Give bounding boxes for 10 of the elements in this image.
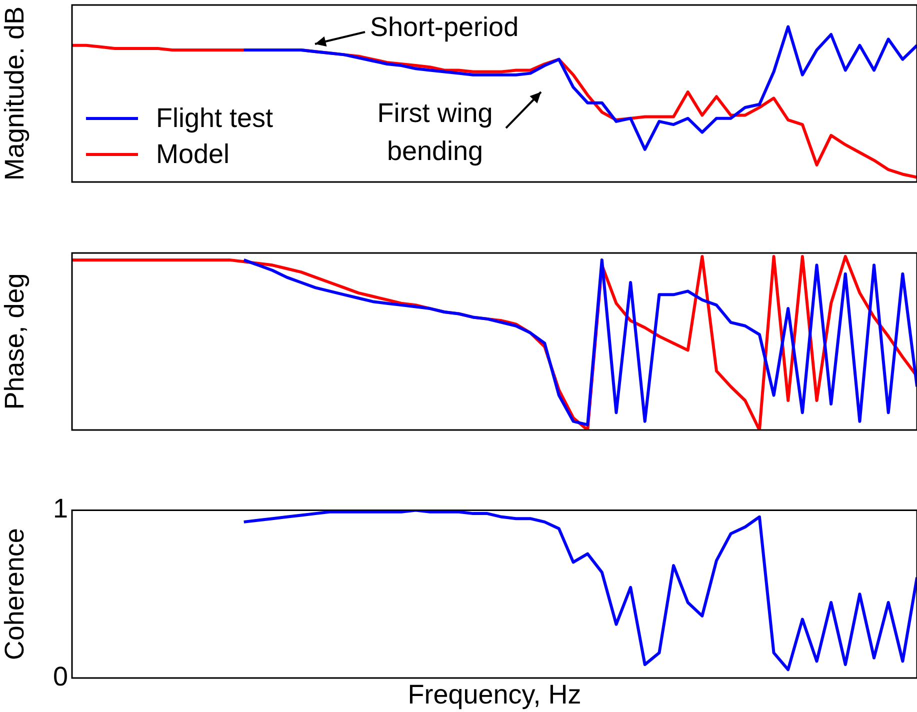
annotation: First wing bending — [376, 97, 494, 168]
annotation: Short-period — [370, 11, 520, 44]
y-axis-title: Coherence — [0, 528, 30, 660]
y-tick-label: 0 — [52, 661, 68, 692]
x-axis-title: Frequency, Hz — [408, 679, 582, 710]
legend-label: Model — [156, 138, 230, 170]
y-axis-title: Phase, deg — [0, 273, 30, 410]
y-tick-label: 1 — [52, 494, 68, 524]
legend-label: Flight test — [156, 102, 274, 134]
y-axis-title: Magnitude. dB — [0, 6, 30, 181]
